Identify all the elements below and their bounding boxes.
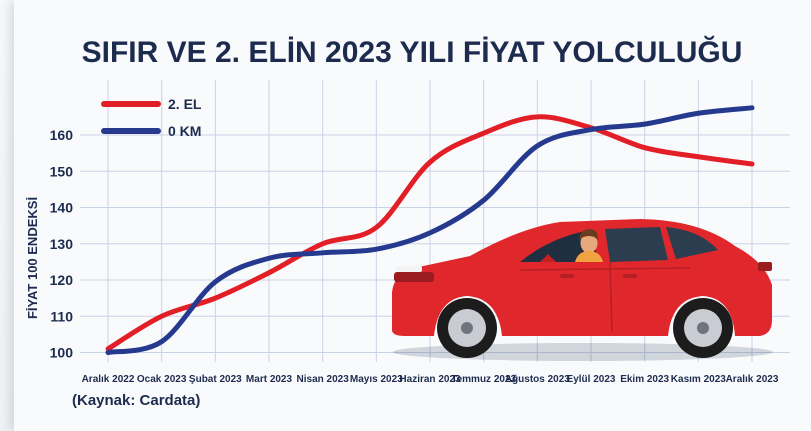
car-door-handle [623,274,637,278]
y-tick-label: 140 [50,200,74,216]
y-tick-label: 150 [50,163,74,179]
car-grille [394,272,434,282]
y-tick-label: 130 [50,236,74,252]
x-tick-label: Eylül 2023 [567,374,616,385]
x-axis-ticks: Aralık 2022 Ocak 2023 Şubat 2023 Mart 2023 N… [82,374,779,385]
x-tick-label: Aralık 2022 [82,374,135,385]
car-window-rear [666,227,718,259]
x-tick-label: Haziran 2023 [399,374,461,385]
x-tick-label: Kasım 2023 [671,374,726,385]
series-lines [105,105,755,355]
legend-label-2el: 2. EL [168,96,202,112]
y-tick-label: 110 [50,308,73,324]
car-door-handle [560,274,574,278]
front-wheel [437,298,497,358]
car-door-line [609,261,613,333]
car-illustration [392,219,773,361]
chart-sheet [14,0,811,431]
car-body-line [519,267,691,271]
driver-hair [579,229,599,241]
car-mirror [540,254,556,262]
x-tick-label: Şubat 2023 [189,374,242,385]
y-tick-label: 120 [50,272,74,288]
legend: 2. EL 0 KM [101,96,202,139]
x-tick-label: Aralık 2023 [726,374,779,385]
car-window-middle [605,227,668,262]
car-window-front [520,230,598,262]
y-axis-label: FİYAT 100 ENDEKSİ [25,197,40,319]
legend-label-0km: 0 KM [168,123,201,139]
series-line-0km [105,105,755,355]
chart-title: SIFIR VE 2. ELİN 2023 YILI FİYAT YOLCULU… [82,35,743,69]
y-axis-ticks: 100 110 120 130 140 150 160 [50,127,74,361]
series-line-2el [105,114,755,352]
x-tick-label: Ocak 2023 [137,374,187,385]
y-tick-label: 160 [50,127,74,143]
x-tick-label: Mayıs 2023 [350,374,403,385]
driver-figure [575,229,603,262]
x-tick-label: Temmuz 2023 [451,374,516,385]
source-note: (Kaynak: Cardata) [72,392,200,409]
car-headlight [396,266,422,272]
y-tick-label: 100 [50,345,74,361]
rear-wheel [673,298,733,358]
driver-head [580,233,598,253]
x-tick-label: Ekim 2023 [620,374,669,385]
x-tick-label: Ağustos 2023 [505,374,570,385]
x-tick-label: Mart 2023 [246,374,293,385]
car-taillight [758,262,772,271]
x-tick-label: Nisan 2023 [297,374,350,385]
driver-shirt [575,251,603,262]
